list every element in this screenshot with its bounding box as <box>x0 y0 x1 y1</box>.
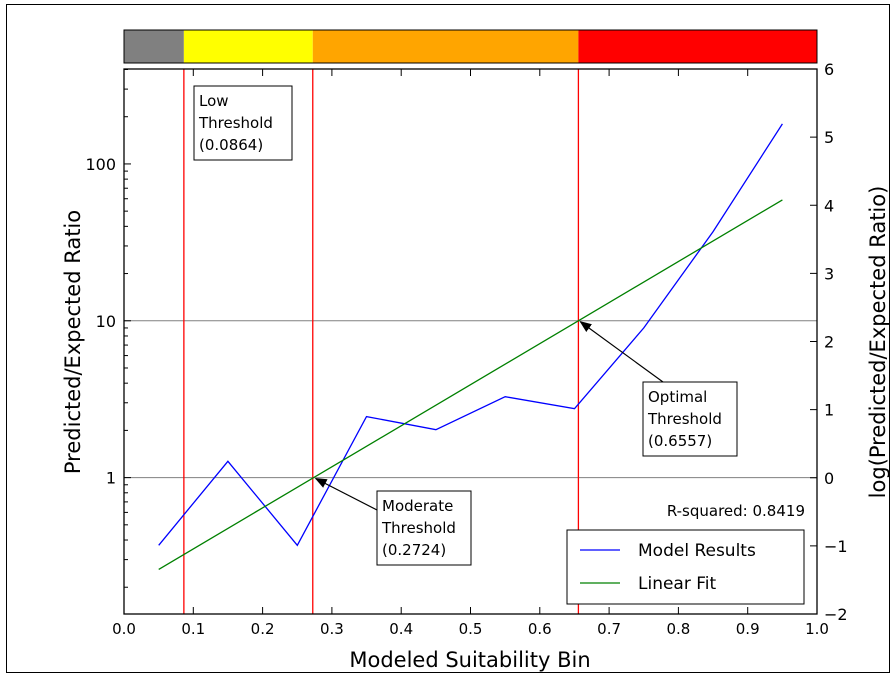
annotation-text-line: Low <box>199 92 229 110</box>
series-line-linear-fit <box>158 199 783 570</box>
x-tick-label: 0.3 <box>320 620 344 638</box>
annotation-text-line: (0.2724) <box>382 541 446 559</box>
gridlines <box>124 320 817 479</box>
color-bar <box>123 29 818 64</box>
threshold-annotation-2: Optimal Threshold (0.6557) <box>579 321 738 457</box>
legend: Model Results Linear Fit <box>566 529 805 605</box>
x-tick-label: 0.4 <box>389 620 413 638</box>
y2-tick-label: 6 <box>824 60 834 79</box>
y2-tick-label: 1 <box>824 401 834 420</box>
annotation-arrow <box>314 478 378 511</box>
x-tick-label: 0.5 <box>459 620 483 638</box>
x-tick-label: 0.0 <box>112 620 136 638</box>
color-bar-segment-3 <box>578 30 817 63</box>
annotation-text-line: Threshold <box>647 410 722 428</box>
legend-box <box>566 529 805 605</box>
y2-axis-label: log(Predicted/Expected Ratio) <box>866 186 890 499</box>
y-tick-label: 10 <box>96 312 116 331</box>
threshold-annotations: Low Threshold (0.0864) Moderate Threshold (0.… <box>193 85 738 566</box>
x-axis-label: Modeled Suitability Bin <box>349 648 590 672</box>
y2-tick-label: 2 <box>824 333 834 352</box>
y2-tick-label: 0 <box>824 469 834 488</box>
y-tick-label: 100 <box>85 155 116 174</box>
x-tick-label: 0.1 <box>181 620 205 638</box>
annotation-text-line: Optimal <box>648 388 707 406</box>
annotation-arrow <box>579 321 664 383</box>
annotation-text-line: (0.6557) <box>648 432 712 450</box>
x-tick-label: 0.9 <box>736 620 760 638</box>
r-squared-annotation: R-squared: 0.8419 <box>667 502 805 520</box>
color-bar-segment-1 <box>183 30 313 63</box>
color-bar-border <box>123 29 818 64</box>
series-line-model-results <box>158 123 783 547</box>
annotation-text-line: (0.0864) <box>199 136 263 154</box>
figure-frame <box>6 4 890 673</box>
threshold-annotation-0: Low Threshold (0.0864) <box>193 85 293 161</box>
x-tick-label: 0.6 <box>528 620 552 638</box>
annotation-text-line: Moderate <box>382 497 453 515</box>
y2-tick-label: 3 <box>824 264 834 283</box>
y-axis-label: Predicted/Expected Ratio <box>61 210 85 474</box>
threshold-annotation-1: Moderate Threshold (0.2724) <box>314 478 472 566</box>
legend-label-linear-fit: Linear Fit <box>638 574 717 594</box>
y2-tick-label: 4 <box>824 196 834 215</box>
annotation-box <box>193 85 293 161</box>
y2-tick-label: −1 <box>824 537 848 556</box>
y2-tick-label: −2 <box>824 605 848 624</box>
threshold-lines <box>183 69 580 614</box>
color-bar-segment-0 <box>124 30 184 63</box>
series-lines <box>158 123 783 570</box>
x-tick-label: 1.0 <box>805 620 829 638</box>
x-tick-label: 0.8 <box>666 620 690 638</box>
axes: 0.0 0.1 0.2 0.3 0.4 0.5 0.6 0.7 0.8 0.9 1.0110100−… <box>85 60 847 638</box>
annotation-box <box>642 381 738 457</box>
annotation-text-line: Threshold <box>381 519 456 537</box>
legend-label-model-results: Model Results <box>638 541 756 561</box>
y-tick-label: 1 <box>106 469 116 488</box>
x-tick-label: 0.7 <box>597 620 621 638</box>
annotation-text-line: Threshold <box>198 114 273 132</box>
color-bar-segment-2 <box>312 30 579 63</box>
y2-tick-label: 5 <box>824 128 834 147</box>
x-tick-label: 0.2 <box>251 620 275 638</box>
annotation-box <box>376 490 472 566</box>
